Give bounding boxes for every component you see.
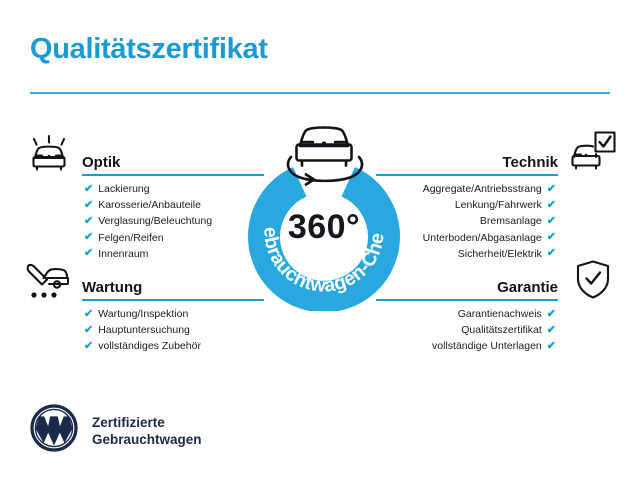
check-icon: ✔ [84, 339, 94, 352]
list-item: ✔ Felgen/Reifen [84, 230, 212, 246]
section-wartung-header: Wartung [82, 270, 264, 301]
list-item-label: Sicherheit/Elektrik [457, 247, 542, 260]
check-icon: ✔ [546, 339, 556, 352]
car-checkbox-icon [568, 129, 618, 178]
check-icon: ✔ [84, 307, 94, 320]
list-item-label: Unterboden/Abgasanlage [422, 231, 542, 244]
list-item: ✔ Aggregate/Antriebsstrang [423, 181, 556, 197]
check-icon: ✔ [84, 182, 94, 195]
check-icon: ✔ [546, 214, 556, 227]
section-wartung-divider [82, 299, 264, 301]
section-optik: Optik ✔ Lackierung ✔ Karosserie/Anbautei… [82, 145, 264, 260]
list-item-label: Bremsanlage [479, 215, 542, 228]
list-item: ✔ Unterboden/Abgasanlage [423, 230, 556, 246]
car-front-shine-icon [26, 131, 72, 178]
section-wartung: Wartung ✔ Wartung/Inspektion ✔ Hauptunte… [82, 270, 264, 352]
footer-line-2: Gebrauchtwagen [92, 431, 202, 447]
list-item-label: Karosserie/Anbauteile [98, 199, 201, 212]
list-item-label: Aggregate/Antriebsstrang [422, 183, 542, 196]
section-garantie-title: Garantie [497, 279, 558, 296]
list-item: ✔ Garantienachweis [432, 306, 556, 322]
section-wartung-title: Wartung [82, 279, 143, 296]
check-icon: ✔ [84, 323, 94, 336]
section-optik-list: ✔ Lackierung ✔ Karosserie/Anbauteile ✔ V… [84, 181, 212, 262]
list-item-label: Verglasung/Beleuchtung [98, 215, 213, 228]
badge-center-label: 360° [287, 208, 361, 246]
footer-line-1: Zertifizierte [92, 414, 165, 430]
list-item-label: Felgen/Reifen [98, 231, 164, 244]
car-wrench-icon [22, 259, 72, 306]
check-icon: ✔ [546, 182, 556, 195]
list-item-label: Lackierung [98, 183, 150, 196]
check-icon: ✔ [546, 247, 556, 260]
list-item-label: Wartung/Inspektion [98, 308, 189, 321]
list-item: ✔ Lenkung/Fahrwerk [423, 197, 556, 213]
list-item-label: Qualitätszertifikat [461, 324, 542, 337]
vw-logo-icon [30, 404, 78, 457]
list-item-label: Garantienachweis [457, 308, 542, 321]
check-icon: ✔ [546, 307, 556, 320]
list-item: ✔ Wartung/Inspektion [84, 306, 201, 322]
check-icon: ✔ [84, 214, 94, 227]
badge-360-gebrauchtwagen-check: Gebrauchtwagen-Check 360° [238, 113, 410, 311]
section-garantie-header: Garantie [376, 270, 558, 301]
section-technik: Technik ✔ Aggregate/Antriebsstrang ✔ Len… [376, 145, 558, 260]
badge-ring [248, 167, 400, 311]
section-garantie-divider [376, 299, 558, 301]
list-item: ✔ Qualitätszertifikat [432, 322, 556, 338]
list-item: ✔ vollständige Unterlagen [432, 338, 556, 354]
list-item-label: vollständige Unterlagen [432, 340, 542, 353]
section-technik-divider [376, 174, 558, 176]
list-item-label: vollständiges Zubehör [98, 340, 201, 353]
shield-check-icon [574, 258, 612, 305]
section-optik-title: Optik [82, 154, 121, 171]
section-technik-title: Technik [502, 154, 558, 171]
list-item: ✔ Lackierung [84, 181, 212, 197]
check-icon: ✔ [84, 231, 94, 244]
section-garantie-list: ✔ Garantienachweis ✔ Qualitätszertifikat… [432, 306, 556, 355]
list-item: ✔ Bremsanlage [423, 213, 556, 229]
section-technik-header: Technik [376, 145, 558, 176]
list-item-label: Innenraum [98, 247, 149, 260]
section-optik-divider [82, 174, 264, 176]
check-icon: ✔ [84, 198, 94, 211]
list-item: ✔ Innenraum [84, 246, 212, 262]
list-item-label: Hauptuntersuchung [98, 324, 190, 337]
section-wartung-list: ✔ Wartung/Inspektion ✔ Hauptuntersuchung… [84, 306, 201, 355]
list-item: ✔ Verglasung/Beleuchtung [84, 213, 212, 229]
list-item: ✔ Hauptuntersuchung [84, 322, 201, 338]
check-icon: ✔ [546, 323, 556, 336]
footer-logo: Zertifizierte Gebrauchtwagen [30, 404, 202, 457]
list-item: ✔ Karosserie/Anbauteile [84, 197, 212, 213]
check-icon: ✔ [546, 198, 556, 211]
list-item: ✔ Sicherheit/Elektrik [423, 246, 556, 262]
title-divider [30, 92, 610, 94]
section-optik-header: Optik [82, 145, 264, 176]
list-item: ✔ vollständiges Zubehör [84, 338, 201, 354]
check-icon: ✔ [84, 247, 94, 260]
check-icon: ✔ [546, 231, 556, 244]
list-item-label: Lenkung/Fahrwerk [454, 199, 542, 212]
footer-text: Zertifizierte Gebrauchtwagen [92, 414, 202, 448]
page-title: Qualitätszertifikat [30, 33, 268, 65]
section-garantie: Garantie ✔ Garantienachweis ✔ Qualitätsz… [376, 270, 558, 352]
section-technik-list: ✔ Aggregate/Antriebsstrang ✔ Lenkung/Fah… [423, 181, 556, 262]
